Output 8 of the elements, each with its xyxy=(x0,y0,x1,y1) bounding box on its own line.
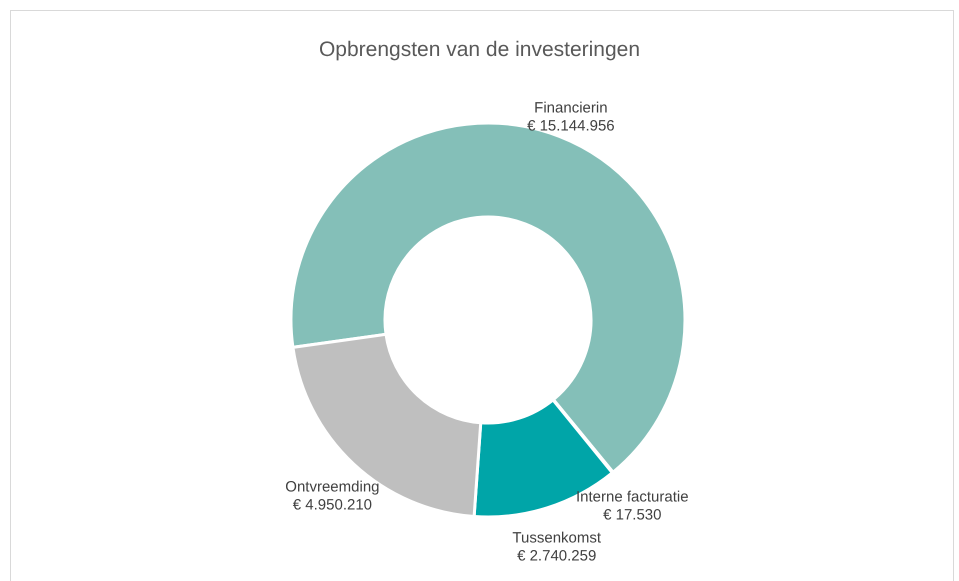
slice-label: Interne facturatie xyxy=(576,488,689,506)
slice-label: Ontvreemding xyxy=(285,478,380,496)
slice-label: Financierin xyxy=(534,100,608,117)
data-label: € 2.740.259 xyxy=(517,547,596,564)
data-label: € 17.530 xyxy=(603,506,662,524)
slice-label: Tussenkomst xyxy=(512,529,602,546)
chart-title: Opbrengsten van de investeringen xyxy=(318,38,640,61)
data-label: € 4.950.210 xyxy=(292,496,372,514)
